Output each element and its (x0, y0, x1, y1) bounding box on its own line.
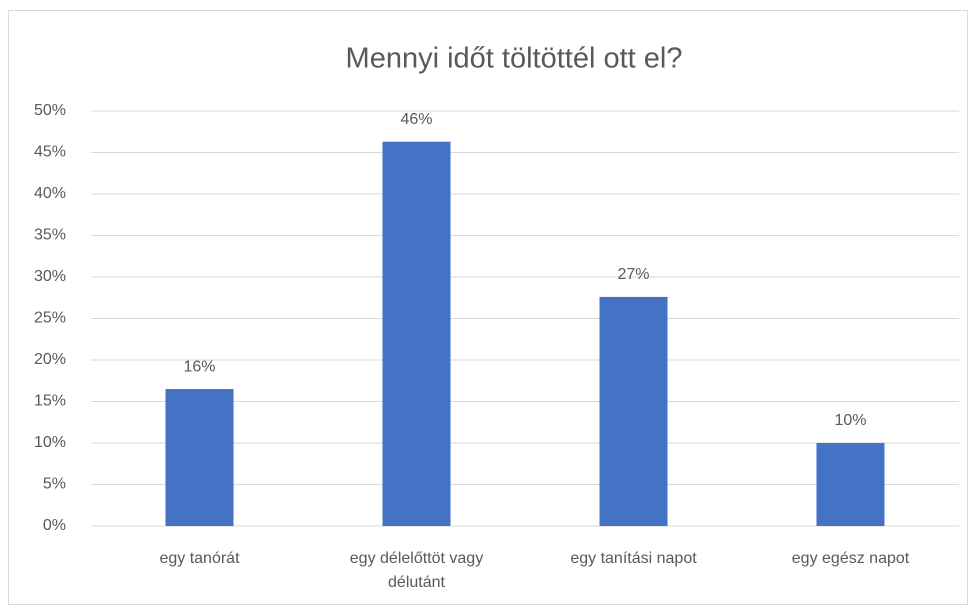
bar (165, 389, 234, 526)
data-label: 10% (834, 412, 866, 429)
y-tick-label: 5% (43, 476, 66, 493)
y-tick-label: 25% (34, 310, 66, 327)
y-tick-label: 45% (34, 144, 66, 161)
x-tick-label: egy egész napot (791, 550, 910, 567)
bar (599, 296, 668, 526)
y-tick-label: 15% (34, 393, 66, 410)
y-tick-label: 0% (43, 517, 66, 534)
x-tick-label: egy tanórát (159, 550, 240, 567)
chart-title: Mennyi időt töltöttél ott el? (346, 43, 683, 75)
data-label: 27% (617, 266, 649, 283)
y-tick-label: 35% (34, 227, 66, 244)
y-tick-label: 40% (34, 185, 66, 202)
bar (816, 443, 885, 526)
x-tick-label: egy tanítási napot (570, 550, 697, 567)
bar (382, 141, 451, 526)
y-tick-label: 20% (34, 351, 66, 368)
y-tick-label: 50% (34, 102, 66, 119)
x-tick-label: egy délelőttöt vagy délutánt (349, 550, 484, 591)
data-label: 46% (400, 111, 432, 128)
y-tick-label: 30% (34, 268, 66, 285)
y-tick-label: 10% (34, 434, 66, 451)
data-label: 16% (183, 358, 215, 375)
